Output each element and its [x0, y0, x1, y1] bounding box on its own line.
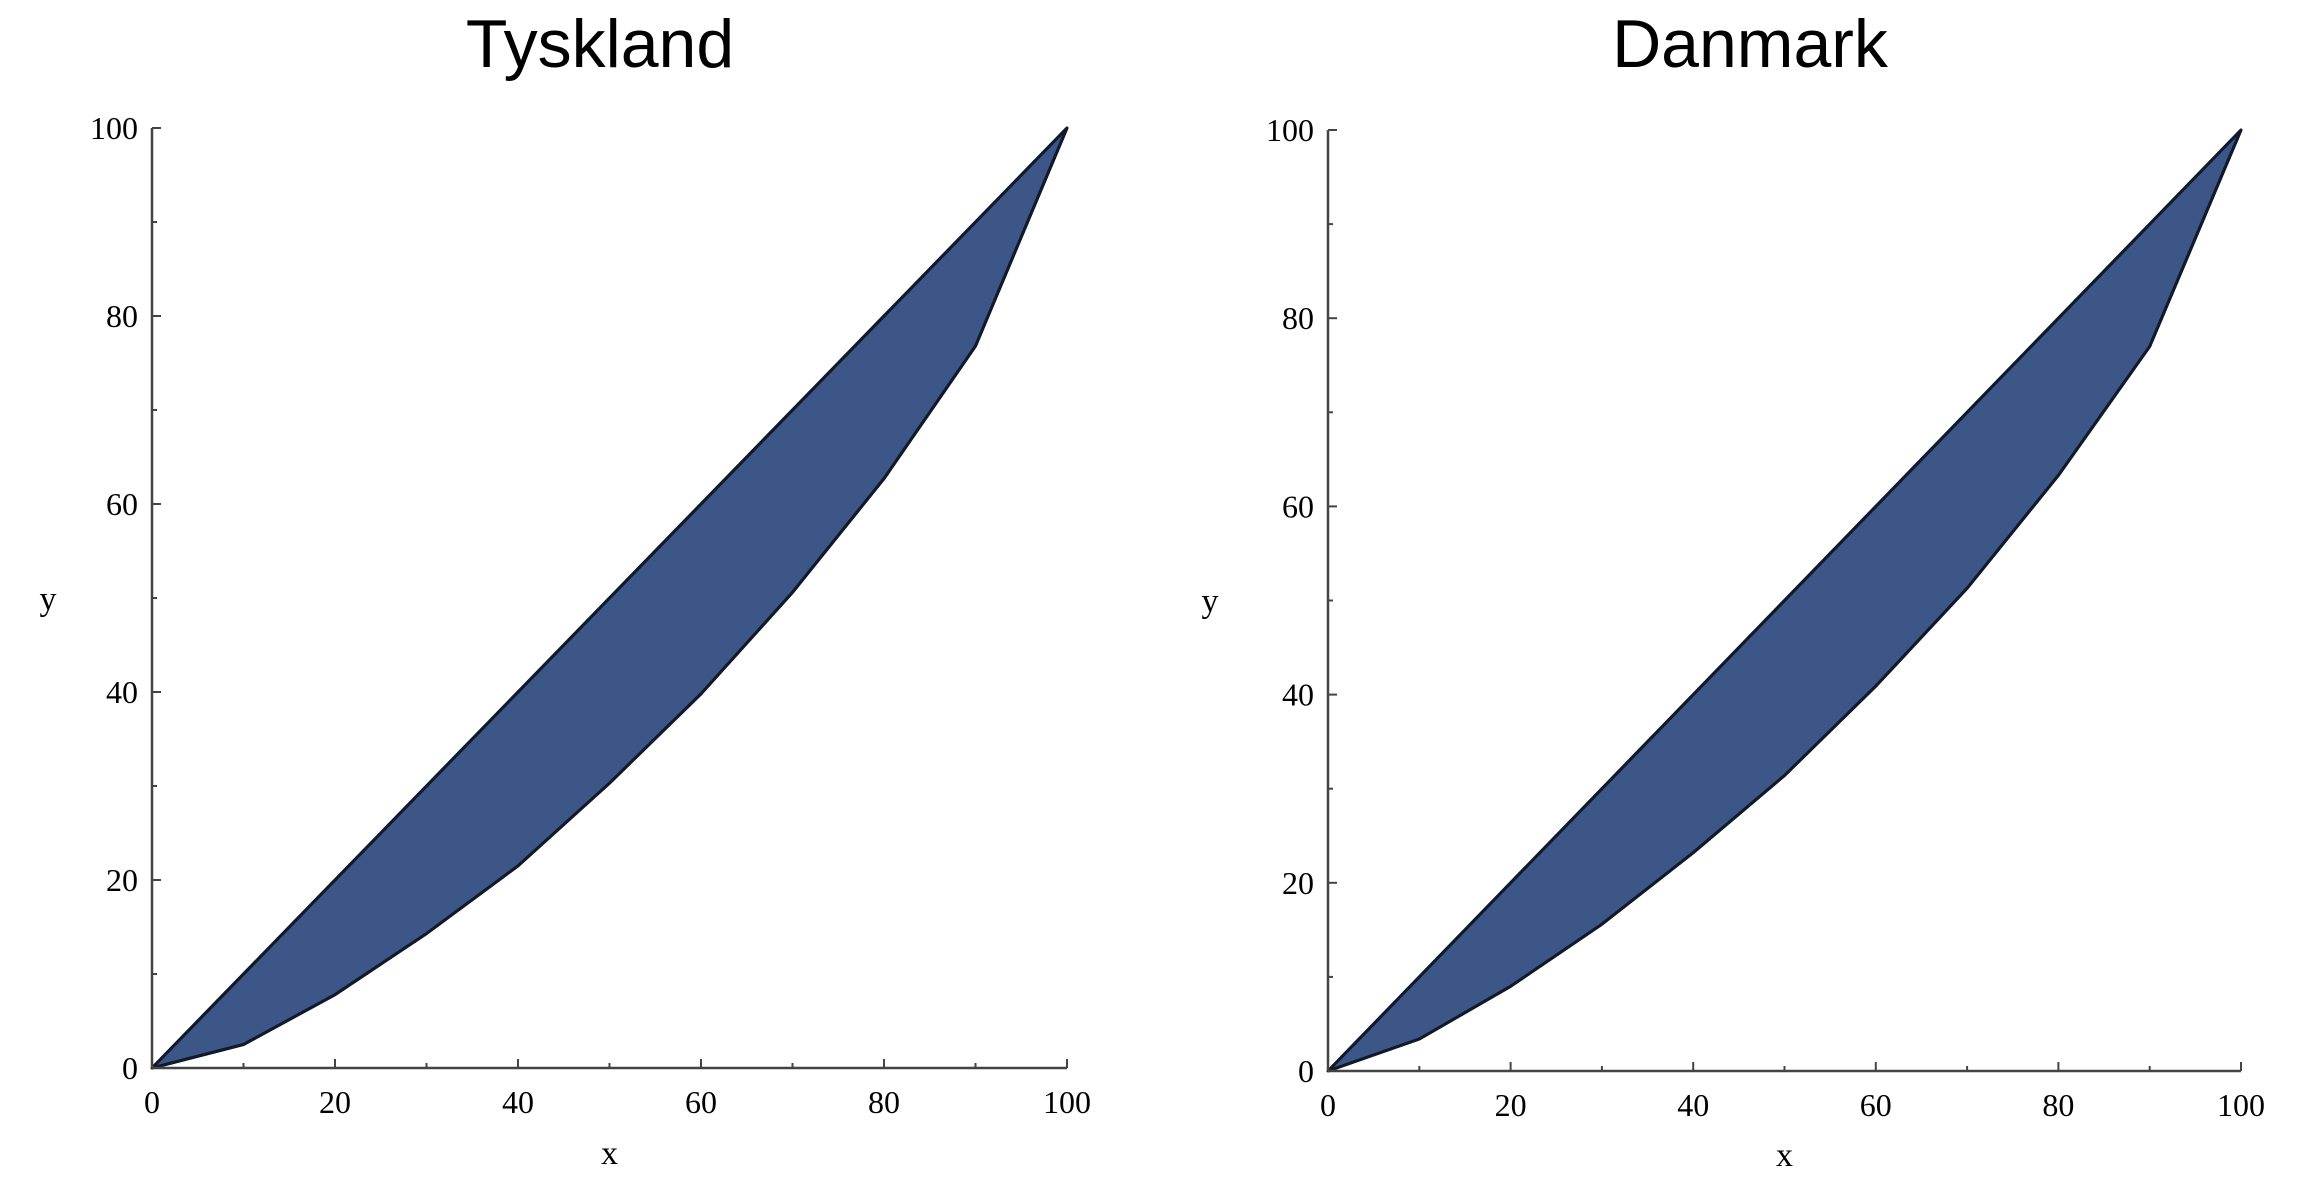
- y-tick-label: 60: [106, 486, 138, 522]
- x-tick-label: 80: [2042, 1087, 2074, 1123]
- x-tick-label: 60: [685, 1084, 717, 1120]
- x-tick-label: 20: [319, 1084, 351, 1120]
- x-tick-label: 60: [1860, 1087, 1892, 1123]
- x-axis-label: x: [601, 1135, 618, 1172]
- y-tick-label: 40: [1282, 677, 1314, 713]
- y-tick-label: 80: [1282, 300, 1314, 336]
- y-tick-label: 0: [122, 1050, 138, 1086]
- chart-danmark: Danmark 0 20 40 60 80 100 0 20 40 60 80 100 x y: [1160, 0, 2312, 1178]
- chart-title: Danmark: [1612, 6, 1888, 82]
- y-axis-label: y: [40, 581, 57, 618]
- x-tick-label: 0: [144, 1084, 160, 1120]
- chart-title: Tyskland: [465, 6, 735, 82]
- y-tick-label: 40: [106, 674, 138, 710]
- y-tick-label: 0: [1298, 1053, 1314, 1089]
- lorenz-plot-tyskland: 0 20 40 60 80 100 0 20 40 60 80 100 x y: [40, 110, 1092, 1172]
- x-tick-label: 40: [502, 1084, 534, 1120]
- lorenz-curve-line: [151, 127, 1069, 1070]
- y-tick-label: 80: [106, 298, 138, 334]
- x-tick-label: 40: [1677, 1087, 1709, 1123]
- equality-line: [1326, 128, 2243, 1073]
- x-tick-label: 80: [868, 1084, 900, 1120]
- x-axis-label: x: [1776, 1137, 1793, 1174]
- x-tick-label: 100: [1043, 1084, 1091, 1120]
- y-tick-label: 20: [1282, 865, 1314, 901]
- y-tick-label: 100: [1266, 112, 1314, 148]
- equality-line: [150, 126, 1069, 1070]
- y-axis-label: y: [1202, 583, 1219, 620]
- chart-tyskland: Tyskland 0 20 40 60 80 100 0 20 40 60 80 100 x y: [40, 10, 1092, 1172]
- x-tick-label: 20: [1495, 1087, 1527, 1123]
- x-tick-label: 100: [2217, 1087, 2265, 1123]
- y-tick-label: 60: [1282, 488, 1314, 524]
- y-tick-label: 100: [90, 110, 138, 146]
- x-tick-label: 0: [1320, 1087, 1336, 1123]
- lorenz-plot-danmark: 0 20 40 60 80 100 0 20 40 60 80 100 x y: [1202, 112, 2266, 1174]
- lorenz-curve-line: [1327, 129, 2243, 1073]
- y-tick-label: 20: [106, 862, 138, 898]
